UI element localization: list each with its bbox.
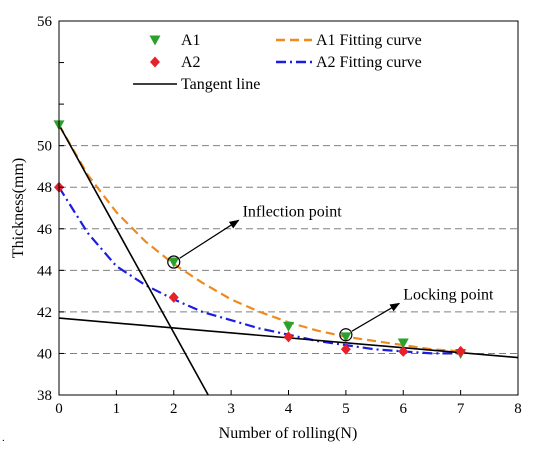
x-tick-label: 7 xyxy=(457,401,465,417)
series-line xyxy=(59,124,209,395)
x-tick-label: 0 xyxy=(55,401,63,417)
annotation-arrow xyxy=(351,302,401,332)
legend-marker xyxy=(149,35,161,46)
x-tick-label: 5 xyxy=(342,401,350,417)
y-tick-label: 38 xyxy=(37,388,52,404)
y-tick-label: 48 xyxy=(37,180,52,196)
series-line xyxy=(59,124,461,353)
y-tick-label: 56 xyxy=(37,14,53,30)
x-tick-label: 4 xyxy=(285,401,293,417)
series-line xyxy=(59,186,461,355)
legend-label: A1 Fitting curve xyxy=(316,32,422,49)
x-tick-label: 3 xyxy=(227,401,235,417)
legend-label: A1 xyxy=(181,32,201,49)
annotation-arrow xyxy=(179,219,240,259)
x-tick-label: 8 xyxy=(514,401,522,417)
stray-mark: . xyxy=(2,432,5,444)
x-tick-label: 2 xyxy=(170,401,178,417)
plot-series xyxy=(53,120,518,395)
y-tick-label: 40 xyxy=(37,346,52,362)
data-point xyxy=(455,345,466,357)
annotation-label: Inflection point xyxy=(243,203,343,220)
x-tick-label: 6 xyxy=(400,401,408,417)
y-tick-label: 42 xyxy=(37,305,52,321)
data-point xyxy=(168,257,180,268)
data-point xyxy=(283,331,294,343)
y-tick-label: 46 xyxy=(37,222,53,238)
x-axis-title: Number of rolling(N) xyxy=(219,425,358,442)
legend-label: Tangent line xyxy=(181,76,260,93)
data-point xyxy=(340,343,351,355)
data-point xyxy=(168,291,179,303)
legend-label: A2 xyxy=(181,54,201,71)
data-point xyxy=(283,321,294,332)
data-point xyxy=(398,345,409,357)
legend-label: A2 Fitting curve xyxy=(316,54,422,71)
y-tick-label: 50 xyxy=(37,139,52,155)
data-point xyxy=(340,332,352,343)
annotation-circle xyxy=(339,328,353,342)
annotation-circle xyxy=(167,255,181,269)
annotations: Inflection point Locking point xyxy=(167,203,494,342)
y-axis-title: Thickness(mm) xyxy=(10,158,27,258)
annotation-label: Locking point xyxy=(403,286,494,303)
x-tick-label: 1 xyxy=(113,401,121,417)
y-tick-label: 44 xyxy=(37,263,53,279)
data-point xyxy=(397,338,409,349)
legend: A1 A2 Tangent line A1 Fitting curve A2 Fitti… xyxy=(133,32,422,93)
legend-marker xyxy=(150,56,160,68)
